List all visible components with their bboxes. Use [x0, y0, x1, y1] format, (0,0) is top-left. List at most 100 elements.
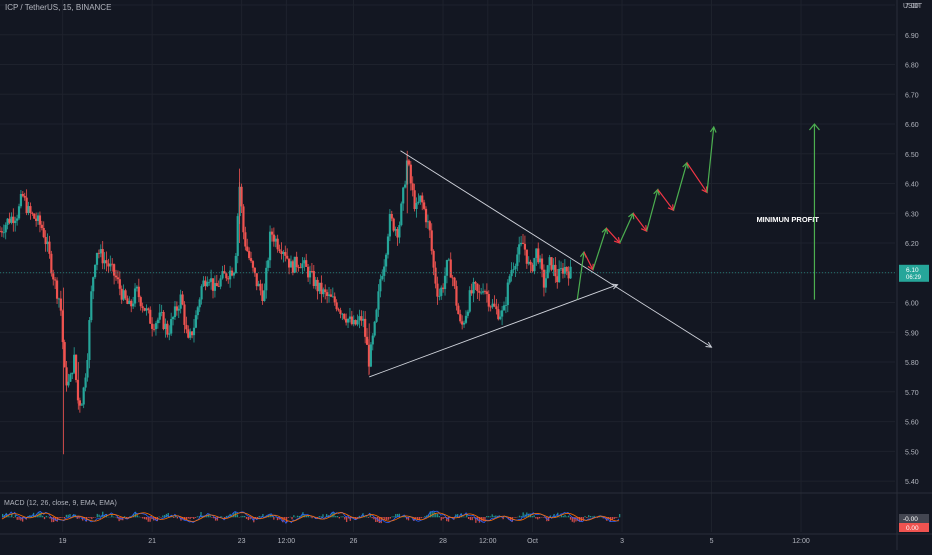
candle-body — [252, 261, 254, 268]
candle-body — [265, 268, 267, 290]
candle-body — [317, 280, 319, 291]
macd-histogram-bar — [488, 516, 489, 517]
candle-body — [12, 217, 14, 223]
macd-histogram-bar — [297, 516, 298, 518]
macd-histogram-bar — [533, 515, 534, 517]
macd-histogram-bar — [584, 516, 585, 517]
candle-body — [307, 267, 309, 278]
last-price-countdown: 06:29 — [906, 275, 922, 281]
macd-histogram-bar — [437, 514, 438, 517]
candle-body — [417, 202, 419, 203]
macd-histogram-bar — [470, 517, 471, 520]
candle-body — [83, 388, 85, 405]
candle-body — [280, 251, 282, 254]
candle-body — [145, 308, 147, 310]
macd-histogram-bar — [273, 517, 274, 520]
candle-body — [547, 265, 549, 278]
candle-body — [423, 202, 425, 208]
last-price-value: 6.10 — [906, 267, 919, 274]
candle-body — [31, 213, 33, 214]
candle-body — [495, 306, 497, 309]
candle-body — [320, 283, 322, 294]
candle-body — [482, 291, 484, 292]
candle-body — [414, 190, 416, 209]
candle-body — [174, 306, 176, 317]
candle-body — [396, 229, 398, 237]
macd-histogram-bar — [466, 514, 467, 517]
candle-body — [530, 262, 532, 265]
price-tick-label: 6.00 — [905, 301, 919, 308]
candle-body — [147, 308, 149, 309]
candle-body — [351, 317, 353, 325]
candle-body — [358, 316, 360, 320]
macd-histogram-bar — [62, 517, 63, 518]
candle-body — [81, 405, 83, 406]
macd-histogram-bar — [543, 517, 544, 518]
macd-histogram-bar — [590, 516, 591, 517]
candle-body — [341, 314, 343, 315]
time-tick-label: 12:00 — [278, 538, 296, 545]
macd-histogram-bar — [475, 517, 476, 523]
candle-body — [535, 248, 537, 258]
candle-body — [35, 219, 37, 221]
candle-body — [337, 309, 339, 310]
candle-body — [143, 308, 145, 311]
macd-histogram-bar — [211, 517, 212, 518]
candle-body — [318, 283, 320, 291]
candle-body — [206, 282, 208, 286]
candle-body — [297, 267, 299, 268]
candle-body — [204, 281, 206, 287]
candle-body — [372, 336, 374, 345]
candle-body — [185, 325, 187, 329]
candle-body — [79, 400, 81, 405]
candle-body — [343, 314, 345, 319]
candle-body — [509, 276, 511, 282]
candle-body — [501, 310, 503, 316]
candle-body — [67, 382, 69, 386]
candle-body — [385, 255, 387, 267]
macd-indicator-label[interactable]: MACD (12, 26, close, 9, EMA, EMA) — [4, 500, 117, 507]
candle-body — [461, 321, 463, 324]
candle-body — [189, 331, 191, 337]
candle-body — [275, 239, 277, 242]
candle-body — [288, 259, 290, 268]
candle-body — [258, 284, 260, 286]
macd-histogram-bar — [240, 516, 241, 517]
macd-histogram-bar — [619, 514, 620, 517]
candle-body — [415, 203, 417, 209]
macd-histogram-bar — [391, 516, 392, 517]
symbol-header[interactable]: ICP / TetherUS, 15, BINANCE — [5, 3, 111, 12]
candle-body — [273, 235, 275, 242]
candle-body — [168, 334, 170, 335]
macd-histogram-bar — [189, 517, 190, 519]
candle-body — [235, 256, 237, 273]
candle-body — [200, 286, 202, 299]
macd-histogram-bar — [464, 517, 465, 518]
candle-body — [134, 288, 136, 303]
macd-histogram-bar — [206, 516, 207, 517]
macd-histogram-bar — [342, 516, 343, 517]
macd-histogram-bar — [492, 514, 493, 517]
candle-body — [554, 265, 556, 276]
macd-histogram-bar — [48, 517, 49, 518]
candle-body — [24, 196, 26, 198]
candle-body — [126, 298, 128, 304]
macd-histogram-bar — [539, 517, 540, 518]
candle-body — [552, 265, 554, 270]
candle-body — [65, 367, 67, 385]
macd-histogram-bar — [188, 517, 189, 518]
candle-body — [347, 319, 349, 323]
macd-histogram-bar — [137, 515, 138, 517]
time-tick-label: 3 — [620, 538, 624, 545]
candle-body — [516, 254, 518, 265]
candle-body — [315, 280, 317, 286]
candle-body — [442, 288, 444, 289]
macd-histogram-bar — [441, 517, 442, 520]
macd-value: 0.00 — [906, 525, 919, 532]
candle-body — [22, 194, 24, 196]
macd-histogram-bar — [9, 516, 10, 517]
candle-body — [43, 228, 45, 237]
macd-histogram-bar — [91, 517, 92, 519]
